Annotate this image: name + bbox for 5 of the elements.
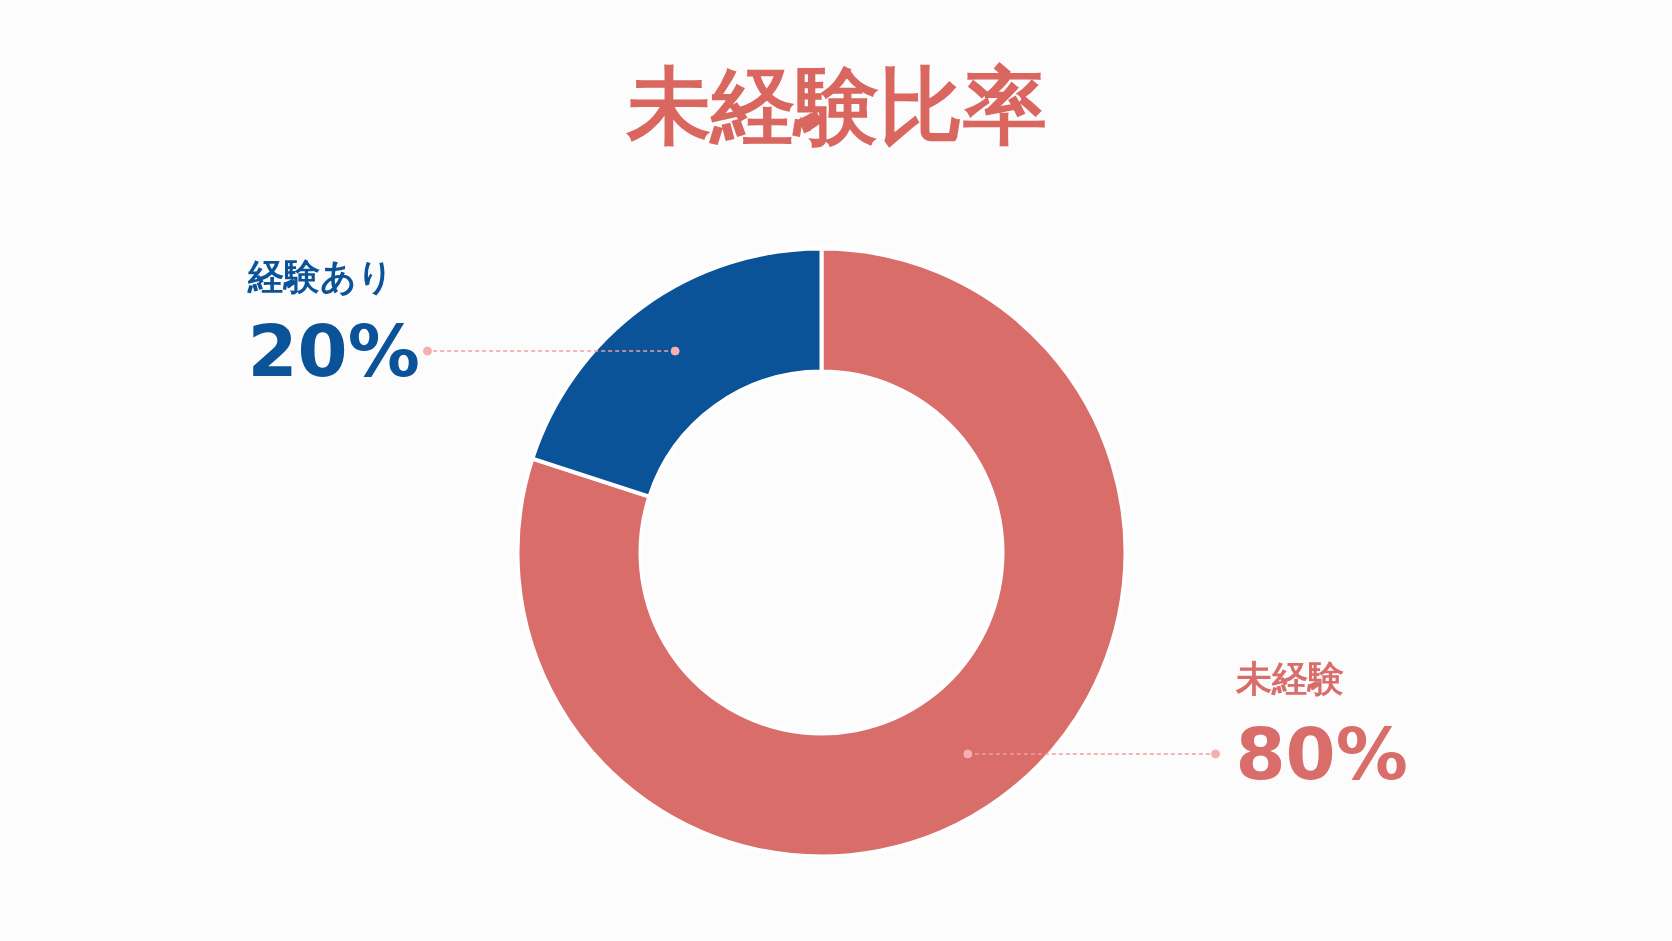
chart-title: 未経験比率 xyxy=(624,56,1047,155)
data-label: 80% xyxy=(1235,711,1408,796)
slice-label: 経験あり xyxy=(246,255,394,297)
slice-label: 未経験 xyxy=(1234,658,1344,700)
data-label: 20% xyxy=(247,309,420,394)
